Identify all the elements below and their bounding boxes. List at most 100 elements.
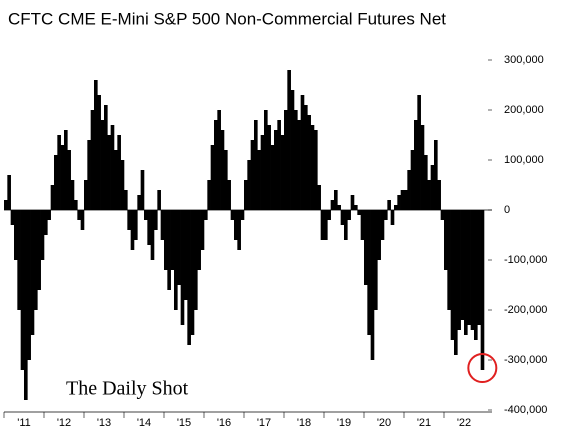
x-tick-label: '11 xyxy=(17,417,31,429)
bar xyxy=(14,210,18,260)
bar xyxy=(57,135,61,210)
bar xyxy=(390,210,395,225)
y-tick-label: 100,000 xyxy=(504,154,544,166)
y-tick-label: 0 xyxy=(504,204,510,216)
bar xyxy=(310,125,315,210)
bar xyxy=(50,185,55,210)
bar xyxy=(74,200,78,210)
bar xyxy=(7,175,11,210)
bar xyxy=(314,130,318,210)
bar xyxy=(44,210,48,235)
bar xyxy=(157,190,161,210)
bar xyxy=(384,210,388,220)
bar xyxy=(34,210,38,310)
bar xyxy=(230,210,235,220)
bar xyxy=(24,210,28,400)
bar xyxy=(270,145,275,210)
bar xyxy=(377,210,381,260)
bar xyxy=(394,205,398,210)
y-tick-label: -200,000 xyxy=(504,304,547,316)
bar xyxy=(84,180,88,210)
bar xyxy=(194,210,198,310)
bar xyxy=(137,195,141,210)
bar xyxy=(477,210,481,325)
bar xyxy=(360,210,365,240)
bar xyxy=(337,205,341,210)
bar xyxy=(200,210,205,250)
bar xyxy=(357,210,361,215)
bar xyxy=(380,210,385,240)
bar xyxy=(177,210,181,285)
bar xyxy=(260,135,265,210)
bar xyxy=(90,110,95,210)
bar xyxy=(460,210,465,320)
bar xyxy=(307,115,311,210)
chart-title: CFTC CME E-Mini S&P 500 Non-Commercial F… xyxy=(8,9,446,28)
bar xyxy=(427,180,431,210)
bar xyxy=(437,180,441,210)
bar xyxy=(214,120,218,210)
bar xyxy=(30,210,35,335)
y-tick-label: -300,000 xyxy=(504,354,547,366)
x-tick-label: '13 xyxy=(97,417,111,429)
bar xyxy=(297,120,301,210)
bar xyxy=(340,210,345,225)
bar xyxy=(64,130,68,210)
bar xyxy=(87,140,91,210)
bar xyxy=(210,145,215,210)
bar xyxy=(227,180,231,210)
x-tick-label: '21 xyxy=(417,417,431,429)
bar xyxy=(107,135,111,210)
bar xyxy=(144,210,148,220)
bar xyxy=(410,150,415,210)
x-tick-label: '14 xyxy=(137,417,151,429)
bar xyxy=(317,185,321,210)
bar xyxy=(97,95,101,210)
bar xyxy=(40,210,45,260)
bar xyxy=(370,210,375,360)
x-tick-label: '18 xyxy=(297,417,311,429)
y-tick-label: -100,000 xyxy=(504,254,547,266)
bar xyxy=(110,125,115,210)
bar xyxy=(240,210,245,220)
y-tick-label: 300,000 xyxy=(504,54,544,66)
bar xyxy=(444,210,448,270)
bar xyxy=(10,210,15,225)
bar xyxy=(254,120,258,210)
bar xyxy=(257,150,261,210)
y-tick-label: -400,000 xyxy=(504,404,547,416)
bar xyxy=(114,150,118,210)
bar xyxy=(294,110,298,210)
x-tick-label: '15 xyxy=(177,417,191,429)
bar xyxy=(464,210,468,335)
bar xyxy=(187,210,191,345)
bar xyxy=(414,120,418,210)
bar xyxy=(350,195,355,210)
bar xyxy=(160,210,165,240)
bar xyxy=(67,150,71,210)
bar xyxy=(80,210,85,230)
bar xyxy=(387,200,391,210)
bar xyxy=(27,210,31,360)
x-tick-label: '20 xyxy=(377,417,391,429)
bar xyxy=(480,210,485,370)
watermark: The Daily Shot xyxy=(66,378,189,400)
bar xyxy=(304,105,308,210)
bar xyxy=(220,130,225,210)
bar xyxy=(20,210,25,370)
bar xyxy=(197,210,201,270)
bar xyxy=(440,210,445,220)
bar xyxy=(150,210,155,260)
bar xyxy=(417,95,421,210)
bar xyxy=(237,210,241,250)
bar xyxy=(300,95,305,210)
bar xyxy=(267,125,271,210)
bar xyxy=(250,140,255,210)
bar xyxy=(207,180,211,210)
bar xyxy=(430,165,435,210)
bar xyxy=(167,210,171,290)
bar xyxy=(434,140,438,210)
bar xyxy=(374,210,378,310)
bar xyxy=(37,210,41,290)
